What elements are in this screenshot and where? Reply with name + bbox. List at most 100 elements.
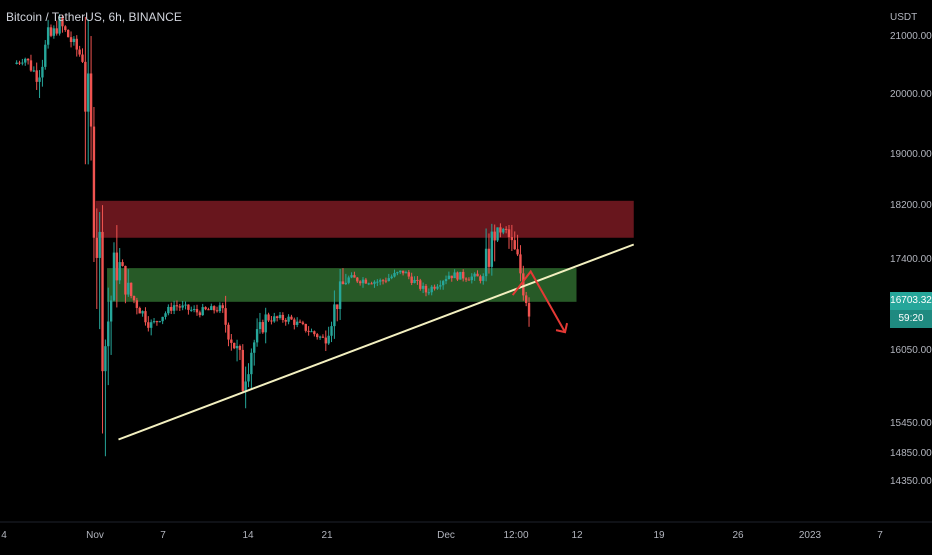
price-tick-label: 16050.00 bbox=[890, 345, 932, 356]
candle-body bbox=[210, 306, 213, 311]
candle-body bbox=[198, 312, 202, 316]
candle-body bbox=[275, 316, 279, 318]
candle-body bbox=[424, 285, 428, 293]
candle-body bbox=[267, 314, 270, 321]
candle-body bbox=[373, 281, 376, 284]
candle-body bbox=[46, 27, 50, 45]
candle-body bbox=[212, 306, 216, 311]
time-tick-label: 7 bbox=[160, 530, 166, 541]
candles-layer bbox=[15, 14, 531, 457]
candle-body bbox=[66, 29, 70, 38]
candle-body bbox=[399, 270, 402, 273]
candle-body bbox=[129, 282, 133, 296]
candle-body bbox=[264, 314, 267, 333]
candle-body bbox=[41, 66, 44, 78]
candle-body bbox=[502, 228, 505, 233]
candle-body bbox=[15, 62, 18, 64]
candle-body bbox=[115, 252, 119, 281]
candle-body bbox=[218, 305, 222, 312]
candle-body bbox=[476, 273, 479, 277]
candle-body bbox=[407, 272, 411, 277]
price-tick-label: 17400.00 bbox=[890, 254, 932, 265]
candle-body bbox=[341, 281, 345, 285]
candle-body bbox=[127, 282, 130, 295]
price-tick-label: 14350.00 bbox=[890, 476, 932, 487]
candle-body bbox=[98, 231, 101, 258]
candle-body bbox=[190, 309, 193, 311]
candle-body bbox=[287, 316, 290, 322]
candle-body bbox=[26, 58, 30, 61]
candle-body bbox=[273, 316, 276, 322]
candle-body bbox=[293, 319, 296, 325]
candle-body bbox=[464, 278, 468, 280]
time-tick-label: 2023 bbox=[799, 530, 822, 541]
candle-body bbox=[138, 307, 141, 314]
candle-body bbox=[75, 38, 78, 50]
candle-body bbox=[29, 60, 33, 71]
candle-body bbox=[427, 292, 431, 294]
candle-body bbox=[513, 240, 516, 250]
candle-body bbox=[101, 231, 104, 372]
resistance-zone bbox=[95, 200, 634, 238]
candle-body bbox=[450, 275, 453, 279]
candle-body bbox=[347, 277, 350, 283]
candle-body bbox=[290, 316, 293, 320]
candle-body bbox=[284, 319, 287, 322]
candle-body bbox=[479, 276, 482, 281]
candle-body bbox=[338, 281, 342, 310]
candle-body bbox=[201, 307, 204, 316]
candle-body bbox=[87, 73, 90, 112]
candle-body bbox=[164, 313, 167, 317]
candle-body bbox=[92, 126, 96, 238]
candle-body bbox=[387, 278, 390, 282]
candle-body bbox=[527, 303, 531, 317]
candle-body bbox=[107, 321, 110, 347]
candle-body bbox=[439, 285, 442, 287]
candle-body bbox=[44, 44, 47, 67]
projection-path bbox=[511, 269, 566, 333]
candle-body bbox=[72, 38, 76, 43]
candle-body bbox=[84, 61, 87, 112]
candle-body bbox=[490, 231, 494, 267]
candle-body bbox=[155, 321, 159, 323]
candle-body bbox=[144, 311, 147, 323]
candle-body bbox=[364, 279, 368, 284]
candle-body bbox=[147, 322, 150, 328]
candle-body bbox=[24, 58, 27, 63]
candle-body bbox=[333, 304, 336, 327]
candle-body bbox=[235, 345, 239, 349]
price-tick-label: 20000.00 bbox=[890, 89, 932, 100]
candle-body bbox=[370, 283, 373, 285]
candle-body bbox=[393, 273, 396, 277]
candle-body bbox=[378, 280, 382, 282]
candle-body bbox=[493, 231, 496, 241]
candle-body bbox=[230, 339, 233, 343]
candle-body bbox=[207, 309, 210, 311]
candle-body bbox=[301, 322, 305, 324]
candle-body bbox=[381, 280, 385, 282]
candle-body bbox=[69, 37, 73, 43]
candle-body bbox=[496, 227, 499, 241]
candle-body bbox=[192, 309, 196, 311]
candle-body bbox=[255, 329, 259, 343]
candle-body bbox=[436, 286, 439, 289]
candle-body bbox=[109, 300, 113, 322]
candle-body bbox=[519, 254, 522, 274]
candle-body bbox=[456, 272, 459, 280]
candle-body bbox=[224, 308, 227, 325]
candle-body bbox=[307, 330, 310, 332]
candle-body bbox=[330, 326, 333, 336]
candle-body bbox=[321, 336, 325, 338]
price-axis-unit: USDT bbox=[890, 12, 917, 23]
trendline bbox=[118, 243, 635, 441]
candle-body bbox=[32, 70, 36, 72]
price-tick-label: 21000.00 bbox=[890, 31, 932, 42]
candle-body bbox=[81, 54, 84, 62]
candle-body bbox=[313, 331, 316, 335]
candle-body bbox=[353, 275, 356, 278]
candle-body bbox=[241, 349, 244, 391]
candle-body bbox=[204, 307, 207, 310]
candle-body bbox=[447, 275, 451, 280]
